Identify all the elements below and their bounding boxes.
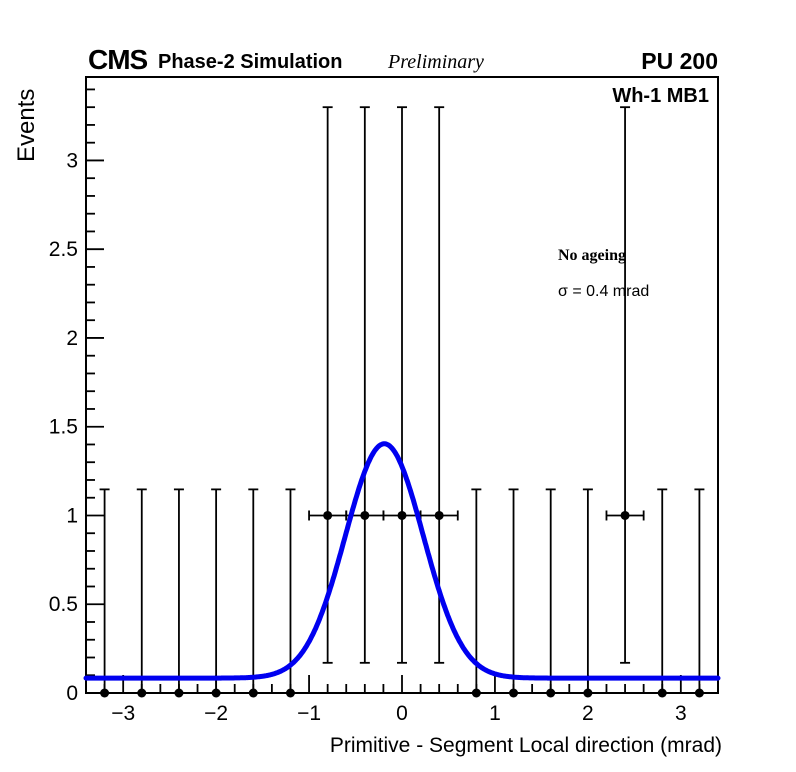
wheel-station-label: Wh-1 MB1 xyxy=(612,85,709,107)
data-point xyxy=(434,510,444,520)
y-tick-label: 3 xyxy=(66,149,78,172)
data-point xyxy=(323,510,333,520)
data-point xyxy=(285,688,295,698)
y-tick-label: 2 xyxy=(66,327,78,350)
x-tick-label: −1 xyxy=(297,702,321,725)
x-tick-label: 2 xyxy=(582,702,594,725)
data-point xyxy=(100,688,110,698)
pileup-label: PU 200 xyxy=(641,48,718,74)
phase2-simulation-label: Phase-2 Simulation xyxy=(158,51,343,73)
sigma-annotation: σ = 0.4 mrad xyxy=(558,283,650,300)
data-point xyxy=(137,688,147,698)
x-tick-label: 3 xyxy=(675,702,687,725)
y-axis-title: Events xyxy=(13,89,40,162)
x-tick-label: 1 xyxy=(489,702,501,725)
y-tick-label: 0.5 xyxy=(49,593,78,616)
y-tick-label: 1.5 xyxy=(49,416,78,439)
data-point xyxy=(211,688,221,698)
data-point xyxy=(174,688,184,698)
x-tick-label: −2 xyxy=(204,702,228,725)
data-point xyxy=(546,688,556,698)
ageing-annotation: No ageing xyxy=(558,247,626,264)
data-point xyxy=(471,688,481,698)
data-point xyxy=(657,688,667,698)
x-tick-label: −3 xyxy=(111,702,135,725)
y-tick-label: 1 xyxy=(66,504,78,527)
x-tick-label: 0 xyxy=(396,702,408,725)
preliminary-label: Preliminary xyxy=(388,51,484,73)
x-axis-title: Primitive - Segment Local direction (mra… xyxy=(330,734,722,757)
data-point xyxy=(360,510,370,520)
y-tick-label: 2.5 xyxy=(49,238,78,261)
data-point xyxy=(620,510,630,520)
data-point xyxy=(694,688,704,698)
y-tick-label: 0 xyxy=(66,682,78,705)
data-point xyxy=(397,510,407,520)
gaussian-fit-curve xyxy=(83,441,721,681)
data-point xyxy=(509,688,519,698)
data-point xyxy=(583,688,593,698)
data-point xyxy=(248,688,258,698)
cms-logo: CMS xyxy=(88,44,148,75)
